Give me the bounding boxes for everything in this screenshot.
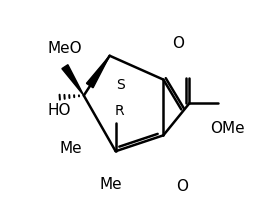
Polygon shape — [62, 65, 84, 96]
Text: OMe: OMe — [210, 121, 245, 136]
Text: O: O — [172, 36, 184, 51]
Text: R: R — [115, 104, 124, 118]
Text: Me: Me — [60, 141, 83, 156]
Text: MeO: MeO — [48, 41, 83, 56]
Text: S: S — [116, 78, 125, 92]
Text: O: O — [176, 179, 188, 194]
Polygon shape — [86, 56, 110, 88]
Text: Me: Me — [99, 177, 122, 192]
Text: HO: HO — [48, 103, 71, 118]
